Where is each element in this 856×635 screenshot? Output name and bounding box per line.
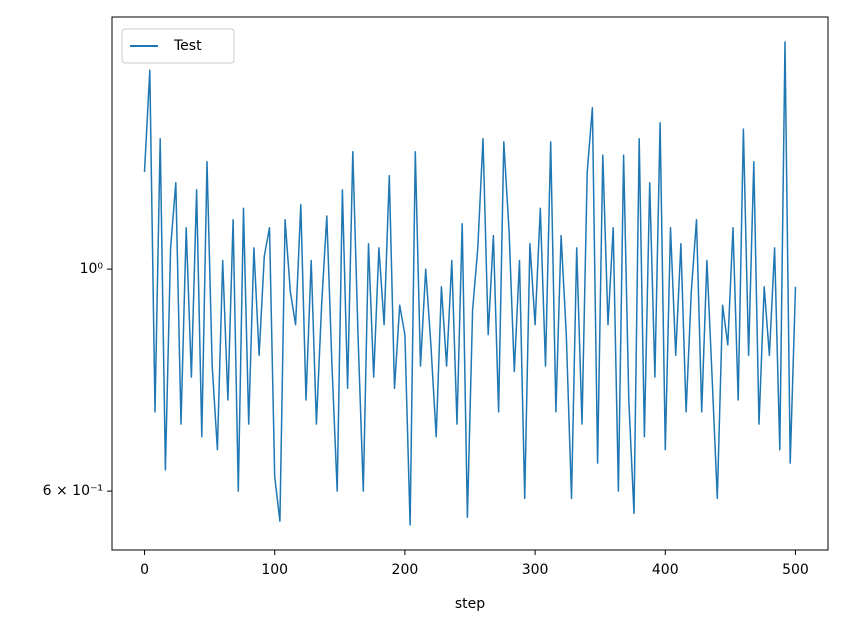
x-tick-label: 500 — [782, 562, 809, 578]
y-tick-label: 10⁰ — [80, 261, 104, 277]
legend-box — [121, 28, 235, 64]
x-tick-label: 200 — [392, 562, 419, 578]
plot-frame — [111, 16, 829, 551]
x-tick-label: 0 — [140, 562, 149, 578]
legend-label: Test — [173, 38, 202, 54]
x-tick-label: 100 — [261, 562, 288, 578]
x-tick-label: 400 — [652, 562, 679, 578]
data-line — [143, 41, 797, 526]
y-tick-label: 6 × 10⁻¹ — [43, 483, 103, 499]
x-axis-label: step — [455, 596, 485, 612]
x-tick-label: 300 — [522, 562, 549, 578]
